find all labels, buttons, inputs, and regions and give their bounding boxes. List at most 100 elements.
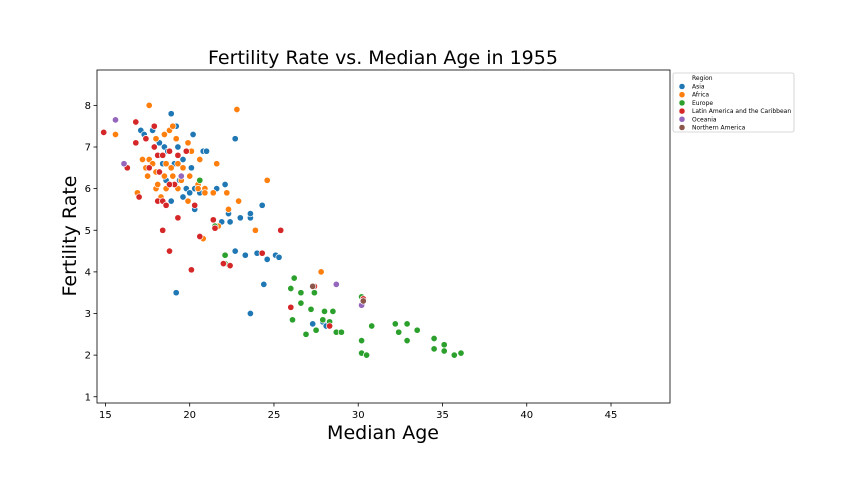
data-point-africa: [144, 172, 152, 180]
data-point-africa: [167, 164, 175, 172]
data-point-africa: [213, 160, 221, 168]
data-point-latin-america-and-the-caribbean: [287, 303, 295, 311]
data-point-latin-america-and-the-caribbean: [132, 118, 140, 126]
data-point-asia: [263, 255, 271, 263]
series-northern-america: [309, 282, 367, 305]
data-point-europe: [430, 334, 438, 343]
data-point-europe: [337, 328, 345, 336]
data-point-africa: [201, 189, 209, 197]
data-point-africa: [154, 180, 162, 189]
data-point-africa: [162, 160, 170, 168]
data-point-latin-america-and-the-caribbean: [135, 193, 143, 201]
y-tick-label: 7: [85, 143, 91, 154]
data-point-latin-america-and-the-caribbean: [209, 216, 217, 224]
data-point-latin-america-and-the-caribbean: [162, 201, 170, 209]
data-point-europe: [395, 328, 403, 336]
y-tick-label: 1: [85, 392, 91, 403]
y-tick-label: 5: [85, 226, 91, 237]
data-point-asia: [202, 147, 211, 155]
legend-label-latin-america-and-the-caribbean: Latin America and the Caribbean: [692, 108, 791, 115]
legend-label-africa: Africa: [692, 92, 709, 99]
data-point-africa: [194, 185, 202, 193]
legend-marker-asia: [678, 83, 686, 90]
y-axis-label: Fertility Rate: [59, 176, 81, 297]
data-point-africa: [263, 176, 271, 184]
data-point-latin-america-and-the-caribbean: [150, 122, 158, 130]
legend-box: [672, 72, 795, 133]
data-point-africa: [317, 268, 325, 276]
plot-area: [96, 69, 671, 404]
data-point-oceania: [111, 116, 120, 124]
data-point-latin-america-and-the-caribbean: [165, 247, 174, 255]
data-point-oceania: [120, 160, 128, 168]
data-point-europe: [440, 341, 448, 349]
data-point-latin-america-and-the-caribbean: [165, 180, 174, 189]
data-point-latin-america-and-the-caribbean: [165, 147, 174, 155]
data-point-latin-america-and-the-caribbean: [150, 143, 158, 151]
data-point-africa: [251, 226, 259, 234]
data-point-europe: [440, 347, 448, 355]
data-point-europe: [287, 284, 295, 293]
data-point-asia: [174, 143, 182, 151]
data-point-europe: [403, 337, 411, 345]
data-point-asia: [187, 164, 195, 172]
data-point-latin-america-and-the-caribbean: [159, 226, 167, 234]
data-point-africa: [179, 164, 187, 172]
data-point-asia: [309, 320, 317, 328]
x-tick-label: 20: [183, 410, 196, 421]
data-point-europe: [312, 326, 320, 334]
data-point-asia: [260, 280, 268, 288]
data-point-africa: [111, 130, 120, 139]
data-point-asia: [179, 155, 187, 164]
y-tick-label: 3: [85, 309, 91, 320]
legend-label-europe: Europe: [692, 100, 713, 107]
data-point-latin-america-and-the-caribbean: [326, 322, 334, 330]
data-point-europe: [307, 305, 315, 313]
legend-marker-oceania: [678, 116, 686, 123]
data-point-europe: [403, 320, 411, 328]
points-layer: [100, 101, 465, 359]
data-point-africa: [160, 172, 168, 180]
x-axis-label: Median Age: [327, 422, 439, 444]
data-point-asia: [275, 253, 283, 261]
data-point-oceania: [332, 280, 340, 288]
data-point-europe: [320, 307, 329, 315]
y-tick-label: 2: [85, 351, 91, 362]
y-axis-ticks: 1 2 3 4 5 6 7 8: [85, 101, 97, 403]
data-point-latin-america-and-the-caribbean: [145, 164, 153, 172]
data-point-latin-america-and-the-caribbean: [132, 139, 140, 147]
data-point-asia: [236, 214, 244, 222]
x-axis-ticks: 15 20 25 30 35 40 45: [99, 403, 617, 421]
data-point-asia: [246, 309, 254, 318]
data-point-europe: [457, 349, 465, 357]
data-point-africa: [196, 155, 204, 164]
series-oceania: [111, 116, 366, 309]
data-point-africa: [145, 101, 153, 109]
legend-label-oceania: Oceania: [692, 116, 717, 123]
data-point-africa: [160, 130, 168, 139]
x-tick-label: 45: [605, 410, 618, 421]
data-point-latin-america-and-the-caribbean: [211, 224, 219, 232]
data-point-latin-america-and-the-caribbean: [277, 226, 285, 234]
data-point-africa: [224, 205, 233, 213]
data-point-africa: [233, 105, 241, 114]
data-point-latin-america-and-the-caribbean: [174, 151, 182, 159]
data-point-europe: [302, 330, 310, 338]
data-point-northern-america: [359, 297, 367, 305]
data-point-asia: [172, 289, 180, 297]
data-point-africa: [235, 197, 243, 205]
x-tick-label: 40: [520, 410, 533, 421]
data-point-latin-america-and-the-caribbean: [196, 232, 204, 241]
data-point-africa: [138, 155, 147, 164]
data-point-asia: [189, 130, 197, 139]
data-point-europe: [329, 307, 337, 315]
data-point-europe: [363, 351, 371, 359]
data-point-europe: [319, 316, 327, 324]
data-point-africa: [152, 135, 160, 143]
data-point-asia: [241, 251, 249, 259]
data-point-latin-america-and-the-caribbean: [187, 266, 195, 274]
data-point-africa: [186, 172, 194, 180]
chart-title: Fertility Rate vs. Median Age in 1955: [208, 47, 558, 69]
legend-marker-africa: [678, 91, 686, 98]
